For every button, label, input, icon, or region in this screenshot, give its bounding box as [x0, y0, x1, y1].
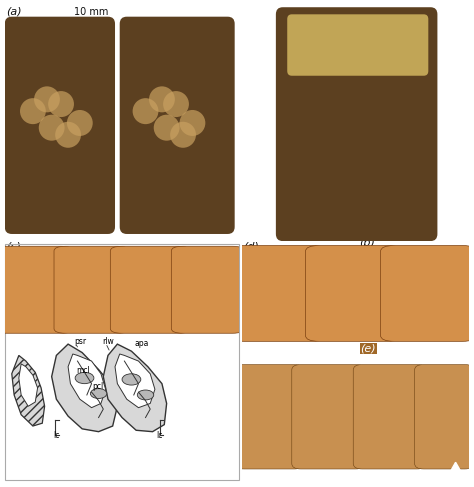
- Circle shape: [91, 389, 107, 398]
- Circle shape: [170, 122, 196, 148]
- Circle shape: [75, 373, 94, 384]
- FancyBboxPatch shape: [292, 364, 365, 469]
- FancyBboxPatch shape: [110, 246, 190, 333]
- Polygon shape: [12, 356, 45, 426]
- Text: pcl: pcl: [292, 386, 304, 395]
- Circle shape: [137, 390, 154, 400]
- Text: psr: psr: [74, 337, 86, 346]
- Text: apa: apa: [135, 339, 149, 348]
- Text: mcl: mcl: [415, 401, 430, 410]
- Circle shape: [55, 122, 81, 148]
- Circle shape: [180, 110, 205, 136]
- FancyBboxPatch shape: [305, 245, 401, 341]
- FancyBboxPatch shape: [171, 246, 244, 333]
- FancyBboxPatch shape: [381, 245, 474, 341]
- FancyBboxPatch shape: [353, 364, 426, 469]
- Circle shape: [149, 86, 175, 112]
- FancyBboxPatch shape: [0, 246, 73, 333]
- Text: lc: lc: [156, 431, 163, 440]
- Polygon shape: [19, 364, 37, 406]
- Text: mcl: mcl: [76, 366, 90, 375]
- Circle shape: [39, 115, 64, 141]
- Polygon shape: [103, 344, 167, 431]
- Circle shape: [20, 98, 46, 124]
- Text: 10 mm: 10 mm: [74, 6, 109, 17]
- Polygon shape: [115, 354, 155, 408]
- Circle shape: [48, 91, 74, 117]
- Polygon shape: [52, 344, 118, 431]
- FancyBboxPatch shape: [54, 246, 129, 333]
- Circle shape: [133, 98, 158, 124]
- Text: 5 mm: 5 mm: [17, 302, 46, 312]
- Text: (e): (e): [360, 343, 376, 354]
- Text: pcl: pcl: [93, 382, 104, 391]
- Polygon shape: [449, 462, 463, 474]
- Text: (d): (d): [244, 241, 259, 251]
- Text: iof: iof: [339, 205, 350, 214]
- FancyBboxPatch shape: [276, 7, 438, 241]
- FancyBboxPatch shape: [235, 364, 303, 469]
- Circle shape: [122, 374, 141, 385]
- Text: (b): (b): [359, 237, 374, 247]
- Text: (a): (a): [6, 6, 22, 17]
- FancyBboxPatch shape: [415, 364, 474, 469]
- Circle shape: [67, 110, 93, 136]
- Circle shape: [34, 86, 60, 112]
- FancyBboxPatch shape: [5, 17, 115, 234]
- Text: lc: lc: [53, 431, 59, 440]
- Text: (c): (c): [6, 241, 21, 251]
- FancyBboxPatch shape: [120, 17, 235, 234]
- Circle shape: [154, 115, 180, 141]
- Text: rlw: rlw: [102, 337, 114, 346]
- Polygon shape: [68, 354, 106, 408]
- Text: P4: P4: [318, 186, 328, 194]
- Circle shape: [163, 91, 189, 117]
- FancyBboxPatch shape: [230, 245, 326, 341]
- Bar: [5, 244, 239, 480]
- FancyBboxPatch shape: [287, 14, 428, 76]
